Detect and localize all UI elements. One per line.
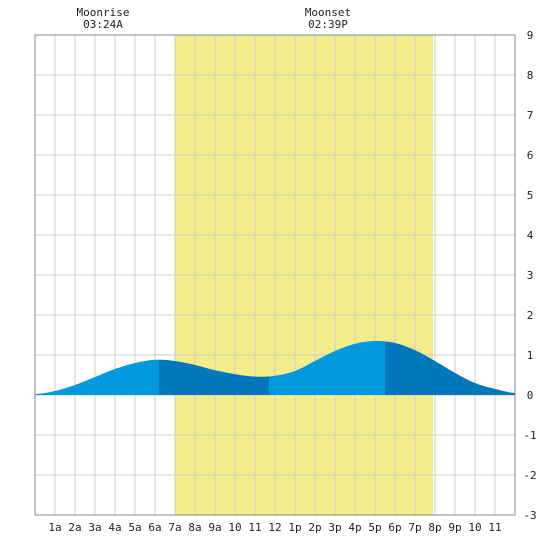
- x-tick-label: 6p: [388, 521, 401, 534]
- x-tick-label: 2a: [68, 521, 81, 534]
- x-tick-label: 4a: [108, 521, 121, 534]
- moonset-label: Moonset: [305, 6, 351, 19]
- x-tick-label: 3a: [88, 521, 101, 534]
- y-tick-label: 0: [527, 389, 534, 402]
- y-tick-label: -1: [523, 429, 536, 442]
- x-tick-label: 1a: [48, 521, 61, 534]
- moonrise-time: 03:24A: [83, 18, 123, 31]
- x-tick-label: 11: [488, 521, 501, 534]
- y-tick-label: 4: [527, 229, 534, 242]
- x-tick-label: 9p: [448, 521, 461, 534]
- y-tick-label: 2: [527, 309, 534, 322]
- x-tick-label: 5p: [368, 521, 381, 534]
- x-tick-label: 11: [248, 521, 261, 534]
- x-tick-label: 9a: [208, 521, 221, 534]
- x-tick-label: 10: [468, 521, 481, 534]
- x-tick-label: 7p: [408, 521, 421, 534]
- tide-area-segment: [35, 359, 159, 395]
- x-tick-label: 7a: [168, 521, 181, 534]
- x-tick-label: 5a: [128, 521, 141, 534]
- x-tick-label: 3p: [328, 521, 341, 534]
- x-tick-label: 2p: [308, 521, 321, 534]
- x-tick-label: 12: [268, 521, 281, 534]
- y-tick-label: -3: [523, 509, 536, 522]
- tide-area-segment: [269, 341, 385, 395]
- x-tick-label: 6a: [148, 521, 161, 534]
- x-tick-label: 8p: [428, 521, 441, 534]
- plot-frame: [34, 34, 516, 516]
- y-tick-label: -2: [523, 469, 536, 482]
- x-tick-label: 10: [228, 521, 241, 534]
- y-tick-label: 5: [527, 189, 534, 202]
- y-tick-label: 7: [527, 109, 534, 122]
- moonset-time: 02:39P: [308, 18, 348, 31]
- x-tick-label: 4p: [348, 521, 361, 534]
- x-tick-label: 1p: [288, 521, 301, 534]
- tide-area-segment: [385, 341, 515, 395]
- y-tick-label: 8: [527, 69, 534, 82]
- tide-area-segment: [159, 359, 269, 395]
- y-tick-label: 3: [527, 269, 534, 282]
- y-tick-label: 6: [527, 149, 534, 162]
- moonrise-label: Moonrise: [77, 6, 130, 19]
- y-tick-label: 1: [527, 349, 534, 362]
- y-tick-label: 9: [527, 29, 534, 42]
- x-tick-label: 8a: [188, 521, 201, 534]
